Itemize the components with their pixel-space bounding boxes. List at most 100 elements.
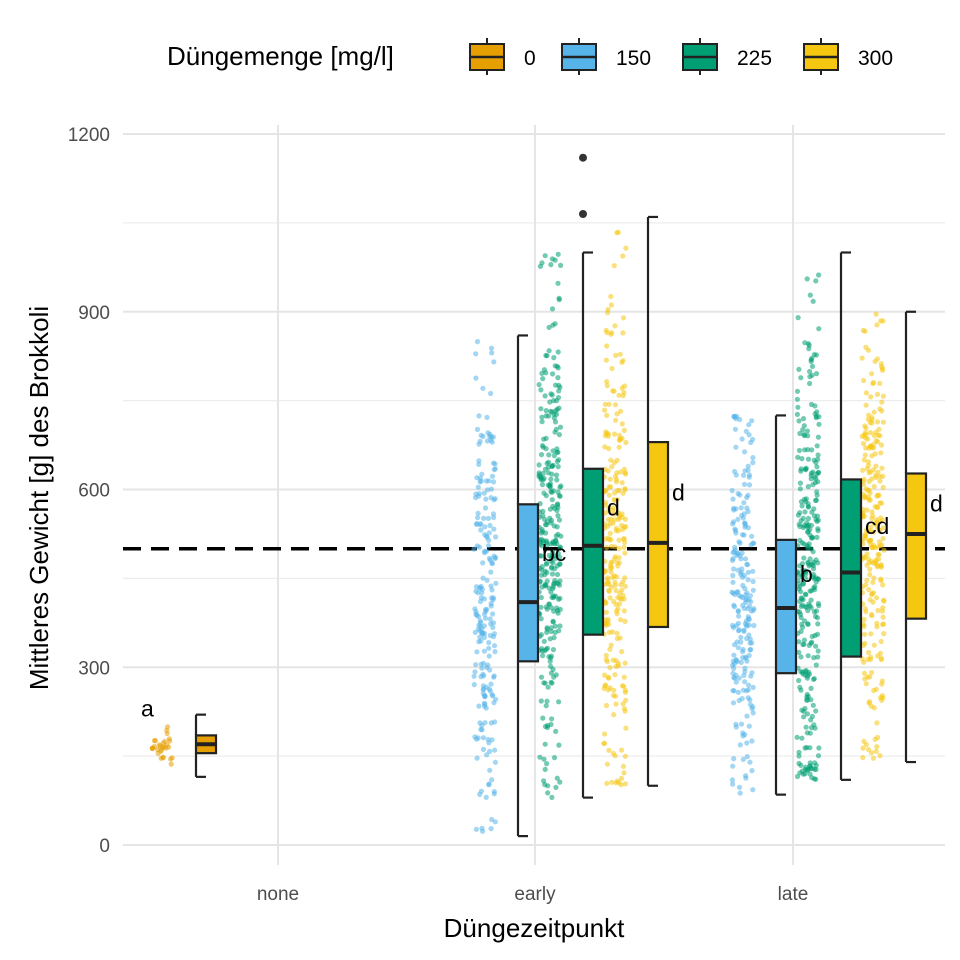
data-point [548,663,554,670]
data-point [875,607,881,614]
data-point [813,371,820,377]
data-point [160,744,166,750]
data-point [552,321,558,327]
data-point [867,572,873,578]
data-point [539,414,545,420]
data-point [749,738,755,744]
data-point [811,572,817,578]
data-point [546,552,552,559]
data-point [795,315,801,321]
data-point [866,649,872,656]
data-point [730,781,736,787]
data-point [552,505,558,512]
data-point [477,623,484,629]
data-point [794,411,801,417]
data-point [622,618,628,625]
data-point [486,543,492,549]
y-tick-label: 900 [78,303,110,324]
data-point [807,760,813,766]
data-point [481,490,487,496]
data-point [815,452,821,458]
data-point [612,490,618,496]
data-point [149,746,155,752]
data-point [167,738,173,744]
data-point [546,601,552,607]
data-point [730,496,736,502]
data-point [472,734,478,740]
data-point [487,632,493,639]
data-point [622,487,628,493]
data-point [878,450,884,456]
data-point [873,520,879,527]
data-point [477,634,483,640]
data-point [744,754,750,760]
data-point [603,327,609,333]
data-point [877,406,883,412]
data-point [729,777,736,783]
data-point [478,527,484,533]
data-point [609,779,615,785]
data-point [878,655,884,661]
data-point [875,504,881,511]
outlier-point [579,209,587,218]
data-point [612,402,619,408]
data-point [865,459,872,465]
data-point [602,731,608,737]
data-point [616,537,622,543]
data-point [489,777,495,783]
data-point [473,584,480,590]
data-point [486,530,492,536]
data-point [488,826,494,832]
data-point [482,693,488,699]
y-tick-label: 0 [99,836,110,857]
data-point [548,628,554,635]
data-point [551,593,557,599]
data-point [479,722,485,729]
data-point [484,752,490,758]
data-point [862,606,868,612]
data-point [476,461,482,467]
data-point [860,755,866,761]
data-point [549,256,556,262]
data-point [485,430,491,436]
data-point [606,445,612,452]
data-point [860,441,867,447]
data-point [556,382,562,388]
data-point [735,608,741,614]
data-point [550,559,556,566]
data-point [815,560,821,566]
data-point [484,577,490,583]
data-point [538,594,544,601]
data-point [539,419,545,425]
data-point [736,539,742,545]
data-point [744,635,750,642]
data-point [612,544,618,550]
data-point [622,550,628,556]
data-point [813,643,819,649]
data-point [871,642,877,648]
data-point [861,457,867,463]
jitter-points-layer [149,229,887,834]
data-point [866,470,872,476]
data-point [618,596,625,602]
data-point [609,559,615,565]
y-axis-title: Mittleres Gewicht [g] des Brokkoli [24,306,54,690]
data-point [543,703,549,709]
data-point [740,515,746,521]
data-point [620,330,626,336]
data-point [745,467,751,473]
data-point [620,763,627,770]
data-point [553,672,559,678]
data-point [556,405,562,411]
data-point [795,454,801,460]
data-point [742,449,748,455]
data-point [492,759,498,765]
data-point [606,581,612,588]
data-point [550,618,556,624]
data-point [479,665,485,671]
data-point [813,278,819,284]
data-point [816,414,822,420]
data-point [619,587,625,593]
data-point [484,414,490,420]
data-point [738,659,744,666]
